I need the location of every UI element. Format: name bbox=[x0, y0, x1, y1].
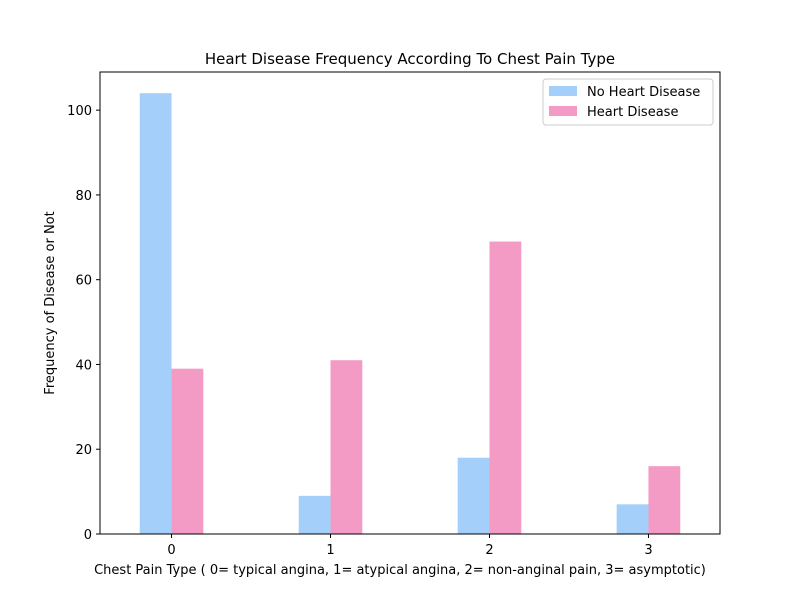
y-tick-label: 40 bbox=[75, 358, 92, 373]
bar-no-heart-disease-0 bbox=[139, 93, 172, 534]
y-tick-label: 100 bbox=[67, 104, 92, 119]
bar-no-heart-disease-1 bbox=[298, 495, 331, 534]
bar-no-heart-disease-3 bbox=[616, 504, 649, 534]
x-tick-label: 1 bbox=[326, 543, 334, 558]
bar-heart-disease-1 bbox=[330, 360, 363, 534]
x-tick-label: 0 bbox=[167, 543, 175, 558]
y-axis-ticks: 0 20 40 60 80 100 bbox=[67, 104, 100, 543]
bar-no-heart-disease-2 bbox=[457, 457, 490, 534]
bar-heart-disease-2 bbox=[489, 241, 522, 534]
y-tick-label: 60 bbox=[75, 274, 92, 289]
legend-swatch bbox=[549, 106, 577, 116]
legend-label: Heart Disease bbox=[587, 105, 678, 120]
bars-layer bbox=[139, 93, 681, 534]
x-tick-label: 2 bbox=[485, 543, 493, 558]
axes-layer bbox=[99, 71, 721, 535]
x-axis-label: Chest Pain Type ( 0= typical angina, 1= … bbox=[94, 563, 706, 578]
plot-frame bbox=[99, 71, 721, 535]
legend-box bbox=[542, 78, 714, 126]
bar-heart-disease-3 bbox=[648, 466, 681, 534]
y-axis-label: Frequency of Disease or Not bbox=[43, 211, 58, 394]
y-tick-label: 0 bbox=[84, 528, 92, 543]
legend: No Heart Disease Heart Disease bbox=[542, 78, 714, 126]
x-axis-ticks: 0 1 2 3 bbox=[167, 534, 653, 558]
y-tick-label: 20 bbox=[75, 443, 92, 458]
legend-items: No Heart Disease Heart Disease bbox=[549, 85, 700, 120]
y-tick-label: 80 bbox=[75, 189, 92, 204]
legend-label: No Heart Disease bbox=[587, 85, 700, 100]
legend-swatch bbox=[549, 86, 577, 96]
chart-title: Heart Disease Frequency According To Che… bbox=[205, 50, 615, 68]
bar-heart-disease-0 bbox=[171, 368, 204, 534]
x-tick-label: 3 bbox=[644, 543, 652, 558]
